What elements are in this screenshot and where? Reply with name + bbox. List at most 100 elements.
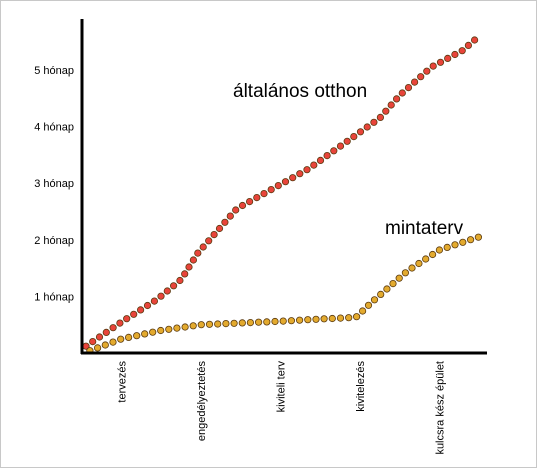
data-point <box>149 328 157 336</box>
data-point <box>310 161 318 169</box>
data-point <box>363 123 371 131</box>
data-point <box>226 212 234 220</box>
x-category-label: tervezés <box>117 361 129 403</box>
data-point <box>253 194 261 202</box>
data-point <box>370 296 379 304</box>
data-point <box>238 319 246 327</box>
data-point <box>89 337 97 346</box>
data-point <box>137 306 145 314</box>
data-point <box>143 301 152 310</box>
data-point <box>189 256 197 264</box>
data-point <box>336 314 345 322</box>
x-category-label: kivitelezés <box>355 361 367 412</box>
data-point <box>392 95 401 103</box>
data-point <box>210 231 218 239</box>
data-point <box>194 249 202 257</box>
data-point <box>287 317 295 325</box>
data-point <box>401 269 409 277</box>
data-point <box>230 319 238 327</box>
data-point <box>271 317 279 326</box>
data-point <box>274 182 282 190</box>
data-point <box>246 198 254 206</box>
y-tick-label: 2 hónap <box>34 235 74 247</box>
series-label-general-home: általános otthon <box>233 81 367 102</box>
data-point <box>435 246 443 254</box>
data-point <box>358 307 367 315</box>
data-point <box>328 314 336 323</box>
data-point <box>458 47 466 55</box>
data-point <box>316 156 325 164</box>
data-point <box>408 264 416 272</box>
data-point <box>157 326 165 335</box>
data-point <box>165 325 173 333</box>
data-point <box>312 315 320 323</box>
data-point <box>389 279 397 288</box>
data-point <box>123 315 131 323</box>
x-category-label: kulcsra kész épület <box>434 361 446 455</box>
data-point <box>238 201 247 210</box>
data-point <box>221 218 229 226</box>
x-category-label: engedélyeztetés <box>196 361 208 442</box>
data-point <box>296 170 304 178</box>
data-point <box>125 333 133 341</box>
data-point <box>429 62 437 70</box>
y-axis-ticks: 1 hónap 2 hónap 3 hónap 4 hónap 5 hónap <box>34 65 74 303</box>
data-point <box>197 321 205 329</box>
data-point <box>199 243 207 251</box>
data-point <box>345 314 353 322</box>
y-tick-label: 1 hónap <box>34 291 74 303</box>
x-category-label: kiviteli terv <box>276 361 288 413</box>
y-tick-label: 5 hónap <box>34 65 74 77</box>
data-point <box>436 58 445 66</box>
data-point <box>214 320 222 328</box>
series-label-template: mintaterv <box>385 218 464 239</box>
data-point <box>246 318 254 327</box>
data-point <box>170 282 178 290</box>
data-point <box>343 137 351 145</box>
data-point <box>459 238 467 246</box>
data-point <box>350 133 358 141</box>
data-point <box>295 316 304 324</box>
data-point <box>150 297 158 305</box>
data-point <box>395 274 403 282</box>
data-point <box>102 328 110 336</box>
data-point <box>95 333 104 341</box>
series-1 <box>86 233 482 355</box>
data-point <box>267 186 275 194</box>
data-point <box>181 323 189 331</box>
data-point <box>255 318 263 326</box>
data-point <box>109 324 117 332</box>
data-point <box>181 270 189 278</box>
data-point <box>185 263 193 271</box>
data-point <box>279 317 287 325</box>
data-point <box>163 287 171 295</box>
series-marks <box>82 36 482 355</box>
data-point <box>130 310 138 318</box>
data-point <box>398 89 406 97</box>
data-point <box>387 101 395 109</box>
data-point <box>323 152 331 160</box>
data-point <box>304 316 312 324</box>
data-point <box>330 147 338 155</box>
data-point <box>133 332 141 340</box>
data-point <box>444 54 452 63</box>
data-point <box>263 318 271 326</box>
data-point <box>356 128 365 136</box>
data-point <box>428 250 437 259</box>
data-point <box>464 41 472 50</box>
data-point <box>116 319 124 327</box>
data-point <box>382 107 390 115</box>
data-point <box>320 315 328 323</box>
data-point <box>370 118 378 126</box>
data-point <box>189 322 197 330</box>
data-point <box>364 301 373 309</box>
data-point <box>474 233 482 241</box>
data-point <box>176 276 184 285</box>
data-point <box>352 313 361 321</box>
data-point <box>109 338 117 346</box>
series-0 <box>82 36 479 350</box>
data-point <box>205 237 213 245</box>
data-point <box>101 341 109 349</box>
